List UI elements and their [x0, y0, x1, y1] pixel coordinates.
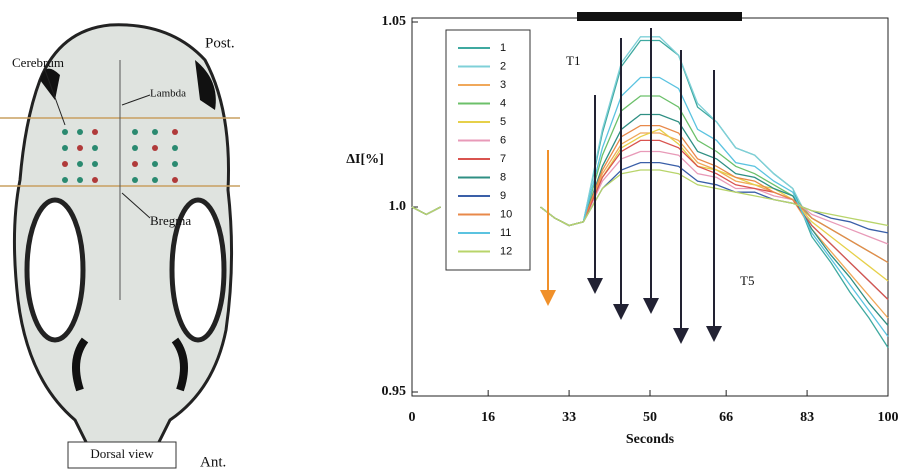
legend-label: 2 [500, 60, 506, 72]
legend-label: 8 [500, 171, 506, 183]
y-tick-label: 0.95 [382, 384, 407, 399]
x-tick-label: 83 [800, 410, 814, 425]
x-tick-label: 66 [719, 410, 733, 425]
legend-label: 9 [500, 190, 506, 202]
skull-label: Cerebrum [12, 55, 64, 70]
legend-label: 10 [500, 208, 512, 220]
x-tick-label: 50 [643, 410, 657, 425]
x-tick-label: 33 [562, 410, 576, 425]
x-tick-label: 0 [409, 410, 416, 425]
skull-label: Post. [205, 35, 235, 51]
skull-label: Bregma [150, 213, 191, 228]
legend-label: 7 [500, 153, 506, 165]
legend-label: 11 [500, 227, 511, 239]
legend-label: 12 [500, 245, 512, 257]
orbit [27, 200, 83, 340]
legend-label: 1 [500, 42, 506, 54]
x-tick-label: 100 [878, 410, 899, 425]
x-axis-label: Seconds [626, 432, 675, 447]
y-tick-label: 1.05 [382, 14, 407, 29]
legend-label: 4 [500, 97, 506, 109]
x-tick-label: 16 [481, 410, 495, 425]
page: {"skull": {"labels": {"cerebrum": "Cereb… [0, 0, 912, 476]
skull-label: Dorsal view [90, 446, 154, 461]
skull-drawing: Cerebrum Post. Lambda Bregma Dorsal view… [0, 25, 240, 471]
figure: Cerebrum Post. Lambda Bregma Dorsal view… [0, 0, 912, 476]
stimulus-bar [577, 12, 742, 21]
legend-label: 6 [500, 134, 506, 146]
arrows [540, 28, 722, 344]
annotation: T5 [740, 273, 754, 288]
legend-label: 3 [500, 79, 506, 91]
skull-label: Ant. [200, 454, 226, 470]
skull-label: Lambda [150, 88, 186, 100]
annotation: T1 [566, 53, 580, 68]
y-axis-label: ΔI[%] [346, 152, 384, 167]
y-tick-label: 1.0 [389, 199, 407, 214]
legend-label: 5 [500, 116, 506, 128]
